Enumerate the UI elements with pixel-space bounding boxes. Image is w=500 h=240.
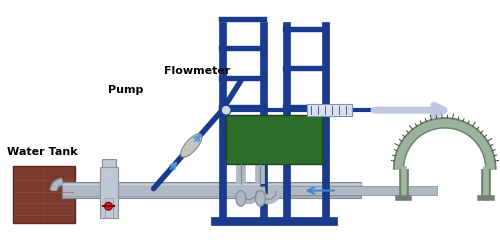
Polygon shape bbox=[394, 118, 496, 169]
Bar bbox=[283, 66, 329, 71]
Ellipse shape bbox=[256, 191, 266, 206]
Bar bbox=[283, 105, 329, 110]
Bar bbox=[219, 17, 268, 22]
Text: Flowmeter: Flowmeter bbox=[164, 66, 230, 76]
Bar bbox=[283, 22, 290, 220]
Bar bbox=[14, 166, 75, 223]
Bar bbox=[100, 167, 118, 218]
Bar bbox=[308, 104, 352, 116]
Text: Water Tank: Water Tank bbox=[8, 147, 78, 157]
Bar bbox=[283, 144, 329, 150]
Bar bbox=[219, 22, 226, 220]
Bar bbox=[290, 186, 437, 195]
Circle shape bbox=[104, 202, 112, 210]
Bar bbox=[275, 217, 337, 225]
Bar bbox=[212, 217, 275, 225]
Bar bbox=[283, 27, 329, 32]
Bar bbox=[219, 47, 268, 51]
Text: Pump: Pump bbox=[108, 85, 144, 96]
Ellipse shape bbox=[236, 191, 246, 206]
Bar bbox=[260, 22, 268, 220]
Bar bbox=[219, 105, 268, 110]
Bar bbox=[62, 182, 362, 198]
Bar bbox=[219, 76, 268, 81]
Ellipse shape bbox=[180, 134, 202, 157]
Circle shape bbox=[221, 105, 231, 115]
Bar bbox=[226, 115, 322, 164]
Bar bbox=[104, 198, 114, 218]
Bar bbox=[102, 159, 116, 167]
Bar bbox=[322, 22, 329, 220]
